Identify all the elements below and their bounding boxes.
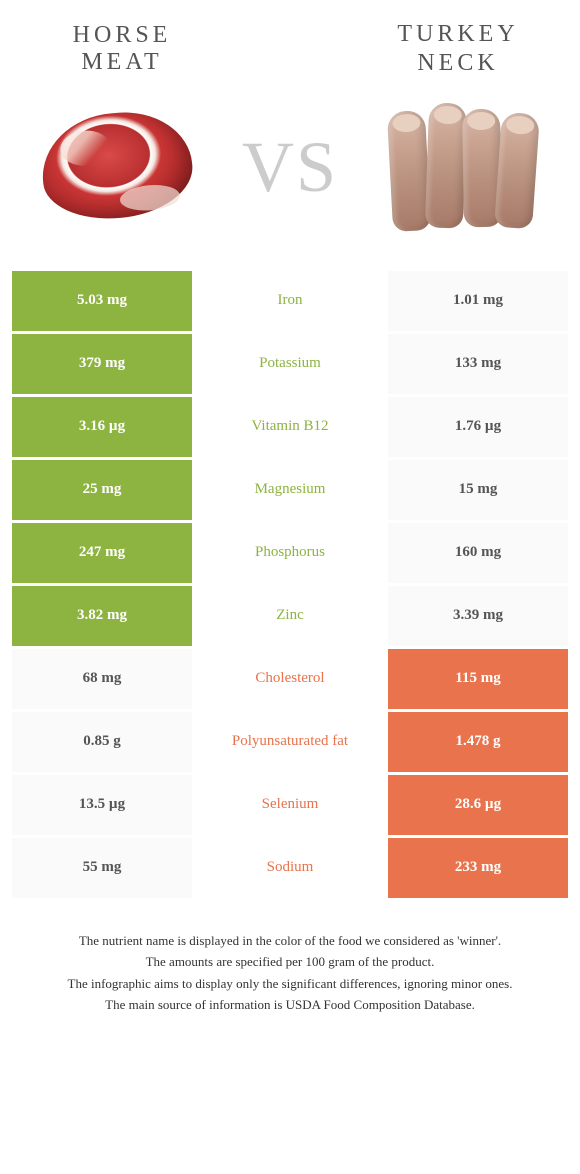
value-right: 115 mg — [388, 649, 568, 709]
table-row: 3.82 mgZinc3.39 mg — [12, 586, 568, 646]
turkey-neck-icon — [385, 103, 540, 233]
nutrient-name: Iron — [192, 271, 388, 331]
nutrient-name: Potassium — [192, 334, 388, 394]
value-left: 55 mg — [12, 838, 192, 898]
value-left: 247 mg — [12, 523, 192, 583]
vs-label: VS — [242, 126, 338, 209]
value-right: 160 mg — [388, 523, 568, 583]
title-right: Turkey neck — [368, 20, 548, 78]
value-right: 15 mg — [388, 460, 568, 520]
nutrient-name: Sodium — [192, 838, 388, 898]
nutrient-name: Cholesterol — [192, 649, 388, 709]
food-image-right — [378, 98, 548, 238]
value-left: 68 mg — [12, 649, 192, 709]
value-left: 379 mg — [12, 334, 192, 394]
footer-line: The amounts are specified per 100 gram o… — [42, 952, 538, 972]
nutrient-name: Magnesium — [192, 460, 388, 520]
value-left: 3.82 mg — [12, 586, 192, 646]
value-right: 233 mg — [388, 838, 568, 898]
table-row: 13.5 µgSelenium28.6 µg — [12, 775, 568, 835]
footer-line: The infographic aims to display only the… — [42, 974, 538, 994]
value-right: 1.478 g — [388, 712, 568, 772]
value-left: 25 mg — [12, 460, 192, 520]
table-row: 3.16 µgVitamin B121.76 µg — [12, 397, 568, 457]
nutrient-name: Zinc — [192, 586, 388, 646]
nutrient-name: Vitamin B12 — [192, 397, 388, 457]
value-right: 1.76 µg — [388, 397, 568, 457]
nutrient-name: Phosphorus — [192, 523, 388, 583]
value-left: 13.5 µg — [12, 775, 192, 835]
table-row: 379 mgPotassium133 mg — [12, 334, 568, 394]
title-left: Horse meat — [32, 22, 212, 76]
footer-line: The nutrient name is displayed in the co… — [42, 931, 538, 951]
nutrient-name: Selenium — [192, 775, 388, 835]
footer-notes: The nutrient name is displayed in the co… — [12, 931, 568, 1015]
header: Horse meat Turkey neck — [12, 20, 568, 78]
table-row: 0.85 gPolyunsaturated fat1.478 g — [12, 712, 568, 772]
table-row: 25 mgMagnesium15 mg — [12, 460, 568, 520]
footer-line: The main source of information is USDA F… — [42, 995, 538, 1015]
value-left: 5.03 mg — [12, 271, 192, 331]
comparison-table: 5.03 mgIron1.01 mg379 mgPotassium133 mg3… — [12, 268, 568, 901]
value-right: 3.39 mg — [388, 586, 568, 646]
table-row: 68 mgCholesterol115 mg — [12, 649, 568, 709]
food-image-left — [32, 98, 202, 238]
value-right: 133 mg — [388, 334, 568, 394]
table-row: 5.03 mgIron1.01 mg — [12, 271, 568, 331]
table-row: 55 mgSodium233 mg — [12, 838, 568, 898]
horse-meat-icon — [38, 106, 197, 224]
table-row: 247 mgPhosphorus160 mg — [12, 523, 568, 583]
nutrient-name: Polyunsaturated fat — [192, 712, 388, 772]
hero-row: VS — [12, 98, 568, 268]
value-right: 1.01 mg — [388, 271, 568, 331]
value-left: 0.85 g — [12, 712, 192, 772]
value-right: 28.6 µg — [388, 775, 568, 835]
value-left: 3.16 µg — [12, 397, 192, 457]
